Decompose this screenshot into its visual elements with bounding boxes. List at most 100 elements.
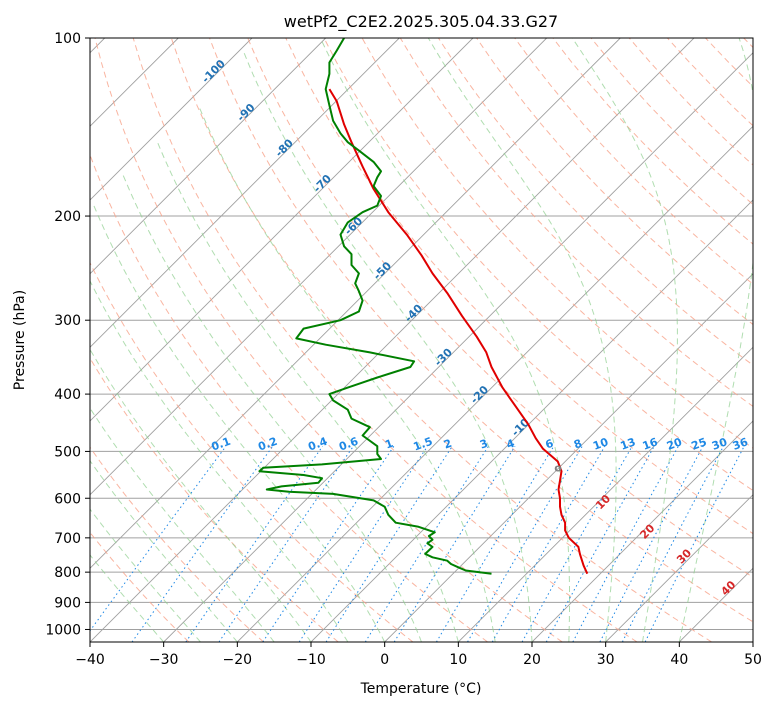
mixing-ratio-label: 0.2 <box>256 435 279 454</box>
mixing-ratio-label: 4 <box>505 437 517 452</box>
temperature-profile-line <box>328 88 589 575</box>
mixing-ratio-label: 3 <box>478 437 490 452</box>
moist-adiabat-line <box>427 38 617 642</box>
dry-adiabat-line <box>514 38 753 285</box>
moist-adiabat-line <box>198 105 496 642</box>
dry-adiabat-line <box>247 38 753 578</box>
mixing-ratio-label: 6 <box>544 437 556 452</box>
dry-adiabat-line <box>90 261 414 642</box>
mixing-ratio-label: 1 <box>383 437 395 452</box>
moist-adiabat-line <box>90 407 275 642</box>
isotherm-line <box>90 38 400 348</box>
x-tick-label: −40 <box>75 652 105 668</box>
isotherm-line <box>90 38 474 422</box>
mixing-ratio-line <box>521 445 633 642</box>
mixing-ratio-label: 20 <box>665 435 684 453</box>
y-axis-label: Pressure (hPa) <box>12 290 28 390</box>
mixing-ratio-line <box>545 445 655 642</box>
x-tick-label: 20 <box>523 652 541 668</box>
moist-adiabat-line <box>92 202 386 642</box>
dry-adiabat-line <box>90 446 264 642</box>
y-tick-label: 800 <box>54 565 81 581</box>
moist-adiabat-line <box>90 279 349 642</box>
mixing-ratio-label: 2 <box>442 437 454 452</box>
x-axis-label: Temperature (°C) <box>360 681 482 697</box>
moist-adiabat-line <box>242 50 533 642</box>
mixing-ratio-line <box>572 445 679 642</box>
mixing-ratio-label: 8 <box>572 437 584 452</box>
y-tick-label: 100 <box>54 31 81 47</box>
mixing-ratio-line <box>435 445 555 642</box>
isotherm-line <box>752 641 753 642</box>
x-tick-label: −30 <box>149 652 179 668</box>
isotherm-line <box>384 273 753 642</box>
x-axis: −40 −30 −20 −10 0 10 20 30 40 50 <box>75 642 762 668</box>
dry-adiabat-line <box>476 38 753 326</box>
moist-adiabat-line <box>90 348 312 642</box>
moist-adiabat-line <box>90 508 201 642</box>
dry-adiabat-line <box>170 38 712 642</box>
isotherm-line <box>90 38 621 569</box>
mixing-ratio-label: 1.5 <box>412 435 435 454</box>
isotherm-line <box>163 52 753 642</box>
mixing-ratio-label: 0.1 <box>210 435 233 454</box>
background-lines <box>90 38 753 642</box>
x-tick-label: 50 <box>744 652 762 668</box>
mixing-ratio-line <box>467 445 583 642</box>
mixing-ratio-line <box>262 445 395 642</box>
y-tick-label: 1000 <box>45 622 81 638</box>
moist-adiabat-line <box>90 554 165 642</box>
ccl-marker-label: o <box>554 461 562 474</box>
isotherm-line <box>90 38 253 201</box>
y-tick-label: 700 <box>54 531 81 547</box>
plot-frame <box>89 37 754 643</box>
y-axis: 100 200 300 400 500 600 700 800 900 1000 <box>45 31 90 638</box>
moist-adiabat-line <box>157 142 459 642</box>
mixing-ratio-label: 13 <box>619 435 638 452</box>
x-tick-label: 30 <box>597 652 615 668</box>
mixing-ratio-label: 0.6 <box>337 435 360 454</box>
mixing-ratio-line <box>298 445 429 642</box>
plot-area <box>90 38 753 642</box>
mixing-ratio-line <box>491 445 606 642</box>
x-tick-label: −10 <box>296 652 326 668</box>
moist-adiabat-line <box>319 38 570 642</box>
moist-adiabat-line <box>571 38 678 642</box>
y-tick-label: 300 <box>54 313 81 329</box>
mixing-ratio-label: 16 <box>641 435 660 453</box>
mixing-ratio-line <box>325 445 453 642</box>
mixing-ratio-line <box>364 445 489 642</box>
x-tick-label: −20 <box>223 652 253 668</box>
sounding-profiles: o <box>258 38 589 575</box>
mixing-ratio-label: 0.4 <box>306 435 329 454</box>
isotherm-line <box>457 346 753 642</box>
y-tick-label: 200 <box>54 209 81 225</box>
isotherm-line <box>236 125 753 642</box>
y-tick-label: 600 <box>54 491 81 507</box>
dry-adiabat-line <box>323 38 753 492</box>
y-tick-label: 900 <box>54 595 81 611</box>
dewpoint-profile-line <box>258 38 492 575</box>
x-tick-label: 10 <box>449 652 467 668</box>
isotherm-line <box>605 494 753 642</box>
moist-adiabat-line <box>678 38 753 642</box>
isotherm-line <box>90 38 548 496</box>
mixing-ratio-line <box>393 445 516 642</box>
y-tick-label: 500 <box>54 444 81 460</box>
moist-adiabat-line <box>122 174 422 642</box>
mixing-ratio-label: 10 <box>591 435 610 453</box>
dry-adiabat-line <box>285 38 753 535</box>
dry-adiabat-line <box>132 38 638 642</box>
mixing-ratio-label: 36 <box>731 435 750 453</box>
x-tick-label: 0 <box>380 652 389 668</box>
mixing-ratio-line <box>131 445 274 642</box>
chart-title: wetPf2_C2E2.2025.305.04.33.G27 <box>284 12 558 32</box>
mixing-ratio-label: 30 <box>710 435 729 453</box>
moist-adiabat-line <box>90 459 238 642</box>
x-tick-label: 40 <box>670 652 688 668</box>
isotherm-line <box>531 420 753 642</box>
dry-adiabat-line <box>94 38 563 642</box>
y-tick-label: 400 <box>54 387 81 403</box>
isotherm-line <box>90 38 327 275</box>
